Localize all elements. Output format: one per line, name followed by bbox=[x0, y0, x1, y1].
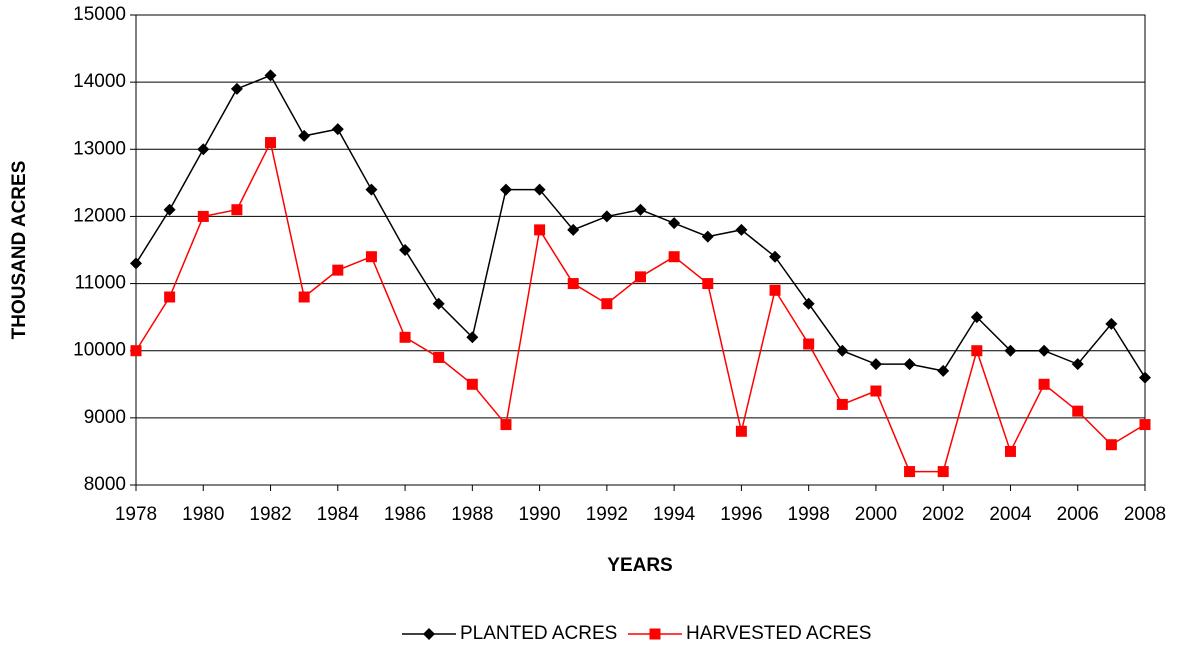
marker bbox=[904, 466, 916, 478]
marker bbox=[365, 183, 378, 196]
x-tick-label: 1986 bbox=[384, 504, 426, 525]
marker bbox=[130, 345, 142, 357]
legend-label: HARVESTED ACRES bbox=[686, 623, 871, 644]
y-axis-label: THOUSAND ACRES bbox=[9, 161, 30, 340]
marker bbox=[869, 358, 882, 371]
marker bbox=[970, 311, 983, 324]
marker bbox=[701, 230, 714, 243]
marker bbox=[870, 385, 882, 397]
marker bbox=[600, 210, 613, 223]
marker bbox=[230, 82, 243, 95]
marker bbox=[937, 364, 950, 377]
marker bbox=[331, 123, 344, 136]
x-axis-label: YEARS bbox=[607, 555, 672, 576]
marker bbox=[836, 344, 849, 357]
marker bbox=[399, 244, 412, 256]
marker bbox=[971, 345, 983, 357]
x-tick-label: 2006 bbox=[1057, 504, 1099, 525]
marker bbox=[769, 250, 782, 263]
marker bbox=[231, 204, 243, 216]
marker bbox=[1105, 317, 1118, 330]
marker bbox=[298, 291, 310, 303]
marker bbox=[163, 203, 176, 216]
marker bbox=[735, 223, 748, 236]
y-tick-label: 13000 bbox=[73, 138, 126, 159]
plot-border bbox=[135, 14, 1146, 486]
marker bbox=[1038, 344, 1051, 357]
x-tick-label: 1998 bbox=[788, 504, 830, 525]
marker bbox=[1004, 344, 1017, 357]
y-tick-label: 8000 bbox=[84, 474, 126, 495]
x-tick-label: 2002 bbox=[922, 504, 964, 525]
marker bbox=[802, 297, 815, 310]
y-tick-label: 11000 bbox=[75, 273, 126, 294]
marker bbox=[668, 251, 680, 263]
marker bbox=[601, 298, 613, 310]
x-tick-label: 2004 bbox=[989, 504, 1032, 525]
x-tick-label: 2008 bbox=[1124, 504, 1166, 525]
x-tick-label: 1980 bbox=[182, 504, 224, 525]
x-tick-label: 2000 bbox=[855, 504, 897, 525]
marker bbox=[702, 278, 714, 290]
marker bbox=[399, 331, 411, 343]
marker bbox=[567, 278, 579, 290]
marker bbox=[466, 331, 479, 344]
marker bbox=[1105, 439, 1117, 451]
marker bbox=[903, 358, 916, 371]
marker bbox=[1004, 445, 1016, 457]
marker bbox=[432, 297, 445, 310]
marker bbox=[1071, 358, 1084, 371]
x-tick-label: 1994 bbox=[653, 504, 696, 525]
marker bbox=[197, 143, 210, 156]
marker bbox=[433, 351, 445, 363]
y-tick-label: 15000 bbox=[73, 4, 126, 25]
series-line bbox=[135, 74, 1146, 378]
marker bbox=[197, 210, 209, 222]
y-tick-label: 14000 bbox=[73, 71, 126, 92]
marker bbox=[423, 628, 435, 640]
x-tick-label: 1982 bbox=[249, 504, 291, 525]
x-tick-label: 1988 bbox=[451, 504, 493, 525]
x-tick-label: 1984 bbox=[317, 504, 360, 525]
series-line bbox=[135, 140, 1146, 473]
marker bbox=[466, 378, 478, 390]
marker bbox=[567, 223, 580, 236]
marker bbox=[649, 628, 661, 640]
marker bbox=[634, 203, 647, 216]
y-tick-label: 12000 bbox=[73, 205, 126, 226]
marker bbox=[1139, 419, 1151, 431]
marker bbox=[130, 257, 142, 270]
x-tick-label: 1996 bbox=[720, 504, 762, 525]
marker bbox=[500, 419, 512, 431]
marker bbox=[265, 137, 277, 149]
marker bbox=[769, 284, 781, 296]
marker bbox=[668, 217, 681, 230]
marker bbox=[332, 264, 344, 276]
marker bbox=[298, 129, 311, 142]
marker bbox=[1139, 371, 1151, 384]
x-tick-label: 1992 bbox=[586, 504, 628, 525]
marker bbox=[635, 271, 646, 283]
legend-label: PLANTED ACRES bbox=[460, 623, 617, 644]
marker bbox=[499, 183, 512, 196]
marker bbox=[836, 398, 848, 410]
y-tick-label: 9000 bbox=[84, 407, 126, 428]
marker bbox=[1072, 405, 1084, 417]
x-tick-label: 1978 bbox=[115, 504, 157, 525]
marker bbox=[937, 466, 949, 478]
marker bbox=[164, 291, 176, 303]
marker bbox=[533, 183, 546, 196]
y-tick-label: 10000 bbox=[73, 340, 126, 361]
marker bbox=[803, 338, 815, 350]
marker bbox=[365, 251, 377, 263]
marker bbox=[264, 69, 277, 82]
marker bbox=[1038, 378, 1050, 390]
marker bbox=[534, 224, 546, 236]
marker bbox=[735, 425, 747, 437]
x-tick-label: 1990 bbox=[518, 504, 560, 525]
